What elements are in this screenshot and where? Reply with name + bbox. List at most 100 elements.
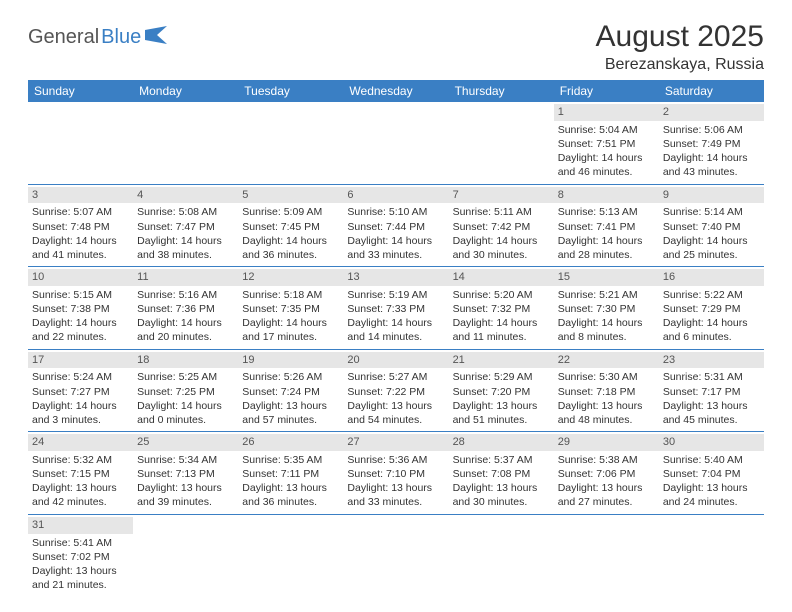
daylight-text: Daylight: 14 hours and 25 minutes. bbox=[663, 234, 760, 262]
sunset-text: Sunset: 7:13 PM bbox=[137, 467, 234, 481]
sunset-text: Sunset: 7:38 PM bbox=[32, 302, 129, 316]
daylight-text: Daylight: 13 hours and 51 minutes. bbox=[453, 399, 550, 427]
sunrise-text: Sunrise: 5:29 AM bbox=[453, 370, 550, 384]
day-cell bbox=[449, 102, 554, 184]
day-number: 29 bbox=[558, 436, 570, 448]
daylight-text: Daylight: 13 hours and 33 minutes. bbox=[347, 481, 444, 509]
daylight-text: Daylight: 14 hours and 11 minutes. bbox=[453, 316, 550, 344]
day-cell bbox=[133, 102, 238, 184]
daylight-text: Daylight: 13 hours and 24 minutes. bbox=[663, 481, 760, 509]
day-number-row: 15 bbox=[554, 269, 659, 286]
day-number-row: 10 bbox=[28, 269, 133, 286]
day-header: Sunday bbox=[28, 80, 133, 102]
day-cell: 6Sunrise: 5:10 AMSunset: 7:44 PMDaylight… bbox=[343, 185, 448, 267]
week-row: 17 Sunrise: 5:24 AMSunset: 7:27 PM Dayligh… bbox=[28, 350, 764, 433]
sunset-text: Sunset: 7:36 PM bbox=[137, 302, 234, 316]
day-number-row: 23 bbox=[659, 352, 764, 369]
daylight-text: Daylight: 13 hours and 30 minutes. bbox=[453, 481, 550, 509]
daylight-text: Daylight: 14 hours and 38 minutes. bbox=[137, 234, 234, 262]
day-cell bbox=[238, 515, 343, 597]
day-cell bbox=[449, 515, 554, 597]
day-number-row: 7 bbox=[449, 187, 554, 204]
day-cell bbox=[343, 515, 448, 597]
sunrise-text: Sunrise: 5:40 AM bbox=[663, 453, 760, 467]
sunset-text: Sunset: 7:27 PM bbox=[32, 385, 129, 399]
day-cell: 26Sunrise: 5:35 AMSunset: 7:11 PMDayligh… bbox=[238, 432, 343, 514]
sunrise-text: Sunrise: 5:27 AM bbox=[347, 370, 444, 384]
day-number-row: 25 bbox=[133, 434, 238, 451]
sunrise-text: Sunrise: 5:10 AM bbox=[347, 205, 444, 219]
day-cell: 14Sunrise: 5:20 AMSunset: 7:32 PMDayligh… bbox=[449, 267, 554, 349]
day-cell: 20Sunrise: 5:27 AMSunset: 7:22 PMDayligh… bbox=[343, 350, 448, 432]
sunset-text: Sunset: 7:08 PM bbox=[453, 467, 550, 481]
day-number-row: 14 bbox=[449, 269, 554, 286]
day-cell: 2Sunrise: 5:06 AMSunset: 7:49 PMDaylight… bbox=[659, 102, 764, 184]
day-number-row: 4 bbox=[133, 187, 238, 204]
daylight-text: Daylight: 14 hours and 6 minutes. bbox=[663, 316, 760, 344]
day-header: Monday bbox=[133, 80, 238, 102]
sunrise-text: Sunrise: 5:13 AM bbox=[558, 205, 655, 219]
week-row: 31Sunrise: 5:41 AMSunset: 7:02 PMDayligh… bbox=[28, 515, 764, 597]
day-header: Wednesday bbox=[343, 80, 448, 102]
day-cell bbox=[659, 515, 764, 597]
day-cell bbox=[133, 515, 238, 597]
day-number-row: 31 bbox=[28, 517, 133, 534]
daylight-text: Daylight: 13 hours and 21 minutes. bbox=[32, 564, 129, 592]
daylight-text: Daylight: 14 hours and 46 minutes. bbox=[558, 151, 655, 179]
daylight-text: Daylight: 13 hours and 45 minutes. bbox=[663, 399, 760, 427]
day-number: 16 bbox=[663, 271, 675, 283]
day-number: 1 bbox=[558, 106, 564, 118]
sunrise-text: Sunrise: 5:24 AM bbox=[32, 370, 129, 384]
sunset-text: Sunset: 7:17 PM bbox=[663, 385, 760, 399]
location: Berezanskaya, Russia bbox=[596, 56, 764, 74]
day-number-row: 26 bbox=[238, 434, 343, 451]
day-cell: 31Sunrise: 5:41 AMSunset: 7:02 PMDayligh… bbox=[28, 515, 133, 597]
day-cell: 25Sunrise: 5:34 AMSunset: 7:13 PMDayligh… bbox=[133, 432, 238, 514]
day-number: 5 bbox=[242, 189, 248, 201]
day-number: 19 bbox=[242, 354, 254, 366]
day-number: 24 bbox=[32, 436, 44, 448]
sunset-text: Sunset: 7:30 PM bbox=[558, 302, 655, 316]
day-cell: 4Sunrise: 5:08 AMSunset: 7:47 PMDaylight… bbox=[133, 185, 238, 267]
day-number-row: 17 bbox=[28, 352, 133, 369]
day-header: Tuesday bbox=[238, 80, 343, 102]
day-cell: 17Sunrise: 5:24 AMSunset: 7:27 PMDayligh… bbox=[28, 350, 133, 432]
daylight-text: Daylight: 13 hours and 27 minutes. bbox=[558, 481, 655, 509]
day-number: 23 bbox=[663, 354, 675, 366]
week-row: 1Sunrise: 5:04 AMSunset: 7:51 PMDaylight… bbox=[28, 102, 764, 185]
sunset-text: Sunset: 7:25 PM bbox=[137, 385, 234, 399]
sunrise-text: Sunrise: 5:07 AM bbox=[32, 205, 129, 219]
day-number-row: 20 bbox=[343, 352, 448, 369]
sunrise-text: Sunrise: 5:38 AM bbox=[558, 453, 655, 467]
sunrise-text: Sunrise: 5:19 AM bbox=[347, 288, 444, 302]
daylight-text: Daylight: 14 hours and 28 minutes. bbox=[558, 234, 655, 262]
sunrise-text: Sunrise: 5:16 AM bbox=[137, 288, 234, 302]
day-number-row: 21 bbox=[449, 352, 554, 369]
day-number: 17 bbox=[32, 354, 44, 366]
day-cell: 29 Sunrise: 5:38 AMSunset: 7:06 PMDayligh… bbox=[554, 432, 659, 514]
day-cell: 22Sunrise: 5:30 AMSunset: 7:18 PMDayligh… bbox=[554, 350, 659, 432]
sunset-text: Sunset: 7:06 PM bbox=[558, 467, 655, 481]
sunset-text: Sunset: 7:35 PM bbox=[242, 302, 339, 316]
sunset-text: Sunset: 7:33 PM bbox=[347, 302, 444, 316]
sunrise-text: Sunrise: 5:09 AM bbox=[242, 205, 339, 219]
sunset-text: Sunset: 7:41 PM bbox=[558, 220, 655, 234]
day-number-row: 29 bbox=[554, 434, 659, 451]
sunrise-text: Sunrise: 5:32 AM bbox=[32, 453, 129, 467]
sunset-text: Sunset: 7:44 PM bbox=[347, 220, 444, 234]
day-number-row: 30 bbox=[659, 434, 764, 451]
day-cell: 9Sunrise: 5:14 AMSunset: 7:40 PMDaylight… bbox=[659, 185, 764, 267]
sunset-text: Sunset: 7:10 PM bbox=[347, 467, 444, 481]
title-block: August 2025 Berezanskaya, Russia bbox=[596, 20, 764, 74]
sunrise-text: Sunrise: 5:35 AM bbox=[242, 453, 339, 467]
sunrise-text: Sunrise: 5:06 AM bbox=[663, 123, 760, 137]
day-header-row: SundayMondayTuesdayWednesdayThursdayFrid… bbox=[28, 80, 764, 102]
day-cell: 23Sunrise: 5:31 AMSunset: 7:17 PMDayligh… bbox=[659, 350, 764, 432]
day-cell bbox=[343, 102, 448, 184]
day-number: 12 bbox=[242, 271, 254, 283]
daylight-text: Daylight: 14 hours and 33 minutes. bbox=[347, 234, 444, 262]
sunrise-text: Sunrise: 5:20 AM bbox=[453, 288, 550, 302]
sunrise-text: Sunrise: 5:22 AM bbox=[663, 288, 760, 302]
sunset-text: Sunset: 7:02 PM bbox=[32, 550, 129, 564]
day-number: 10 bbox=[32, 271, 44, 283]
